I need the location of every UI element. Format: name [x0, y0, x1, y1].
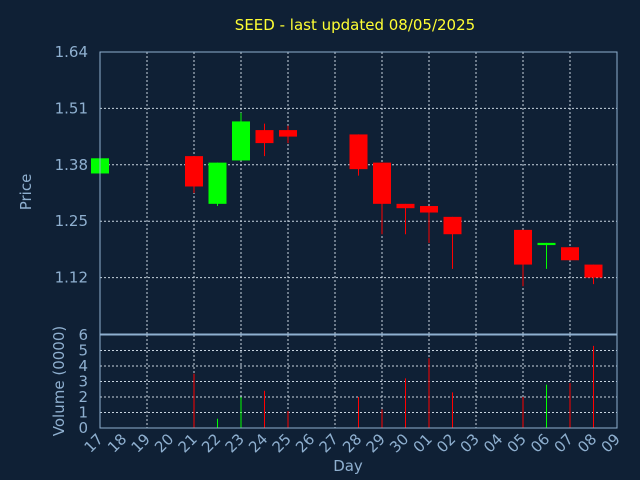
volume-frame	[99, 334, 618, 429]
candle-body	[420, 206, 438, 213]
x-tick-label: 24	[245, 430, 271, 456]
x-tick-label: 06	[527, 430, 553, 456]
price-tick-label: 1.51	[55, 99, 88, 117]
x-tick-label: 18	[104, 430, 130, 456]
price-tick-label: 1.38	[55, 156, 88, 174]
volume-tick-label: 4	[78, 357, 88, 375]
candle-body	[232, 121, 250, 161]
candle-body	[514, 229, 532, 265]
x-tick-label: 09	[598, 430, 624, 456]
candle-body	[349, 134, 368, 170]
x-tick-label: 04	[480, 430, 506, 456]
candle-body	[208, 162, 227, 204]
x-tick-label: 22	[198, 430, 224, 456]
candle-body	[255, 130, 274, 144]
price-axis-label: Price	[17, 174, 35, 211]
x-tick-label: 08	[574, 430, 600, 456]
volume-tick-label: 3	[78, 373, 88, 391]
candle-body	[396, 203, 415, 209]
x-tick-label: 25	[269, 430, 295, 456]
candle-body	[373, 162, 391, 204]
x-tick-label: 28	[339, 430, 365, 456]
x-tick-label: 23	[222, 430, 248, 456]
candle-body	[443, 216, 462, 235]
x-tick-label: 03	[457, 430, 483, 456]
x-tick-label: 01	[410, 430, 436, 456]
volume-axis-label: Volume (0000)	[50, 326, 68, 436]
candle-body	[185, 156, 203, 187]
x-tick-label: 02	[433, 430, 459, 456]
candle-body	[537, 242, 556, 246]
chart-title: SEED - last updated 08/05/2025	[235, 16, 475, 34]
volume-tick-label: 6	[78, 326, 88, 344]
x-tick-label: 21	[175, 430, 201, 456]
price-tick-label: 1.12	[55, 269, 88, 287]
volume-tick-label: 1	[78, 404, 88, 422]
x-tick-label: 07	[551, 430, 577, 456]
price-tick-label: 1.64	[55, 43, 88, 61]
x-axis: 1718192021222324252627282930010203040506…	[81, 430, 624, 456]
candle-body	[584, 264, 603, 278]
x-tick-label: 26	[292, 430, 318, 456]
x-tick-label: 29	[363, 430, 389, 456]
x-tick-label: 19	[128, 430, 154, 456]
volume-tick-label: 2	[78, 388, 88, 406]
x-tick-label: 05	[504, 430, 530, 456]
x-tick-label: 20	[151, 430, 177, 456]
x-tick-label: 30	[386, 430, 412, 456]
candle-body	[279, 130, 297, 137]
price-tick-label: 1.25	[55, 212, 88, 230]
volume-tick-label: 0	[78, 419, 88, 437]
x-axis-label: Day	[333, 457, 363, 475]
x-tick-label: 27	[316, 430, 342, 456]
candle-body	[561, 247, 579, 261]
price-panel: 1.12 1.25 1.38 1.51 1.64	[55, 43, 618, 335]
volume-tick-label: 5	[78, 342, 88, 360]
price-frame	[99, 51, 618, 335]
